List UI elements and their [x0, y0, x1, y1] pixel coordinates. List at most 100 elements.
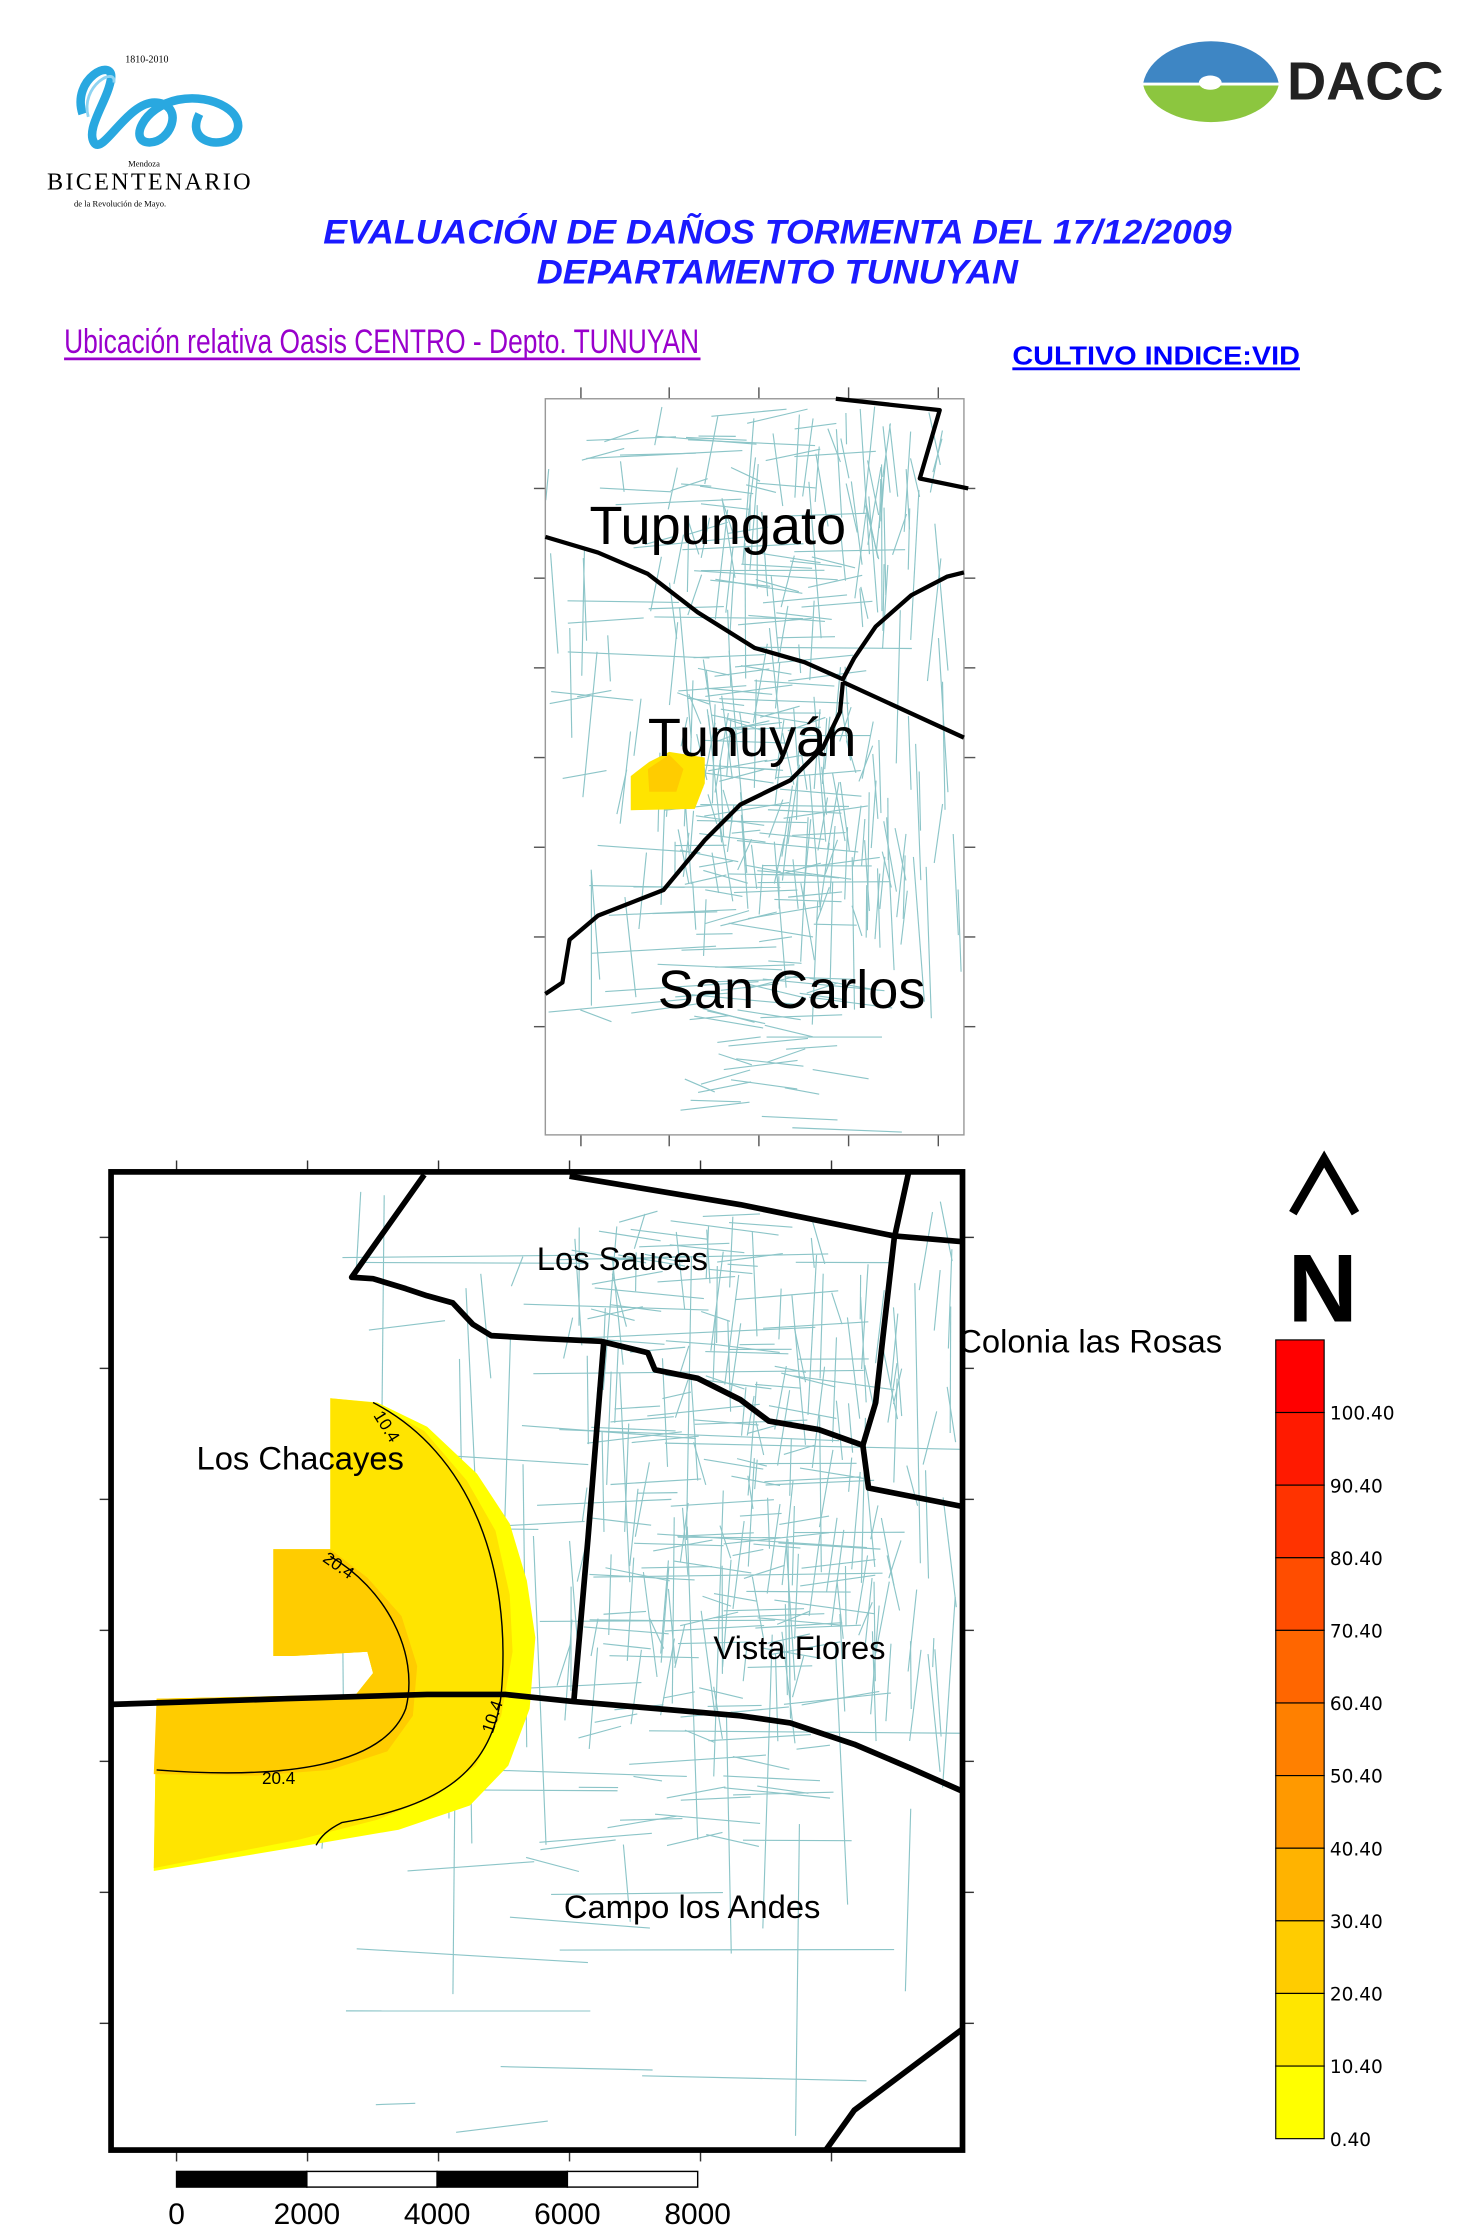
street-line: [821, 718, 828, 784]
street-line: [801, 755, 808, 790]
street-line: [787, 716, 826, 732]
street-line: [633, 1775, 663, 1782]
logo-name: Bicentenario: [47, 168, 251, 195]
street-line: [753, 679, 757, 788]
street-line: [686, 517, 700, 555]
overview-boundary: [835, 396, 969, 491]
street-line: [644, 1253, 683, 1263]
street-line: [480, 1273, 492, 1379]
dacc-name: DACC: [1287, 52, 1443, 112]
street-line: [733, 889, 798, 894]
street-line: [778, 1542, 881, 1550]
street-line: [716, 1265, 718, 1344]
street-line: [909, 1641, 912, 1710]
street-line: [694, 1419, 808, 1425]
street-line: [525, 1856, 580, 1873]
street-line: [746, 550, 821, 564]
street-line: [776, 1610, 810, 1625]
street-line: [690, 1099, 741, 1103]
street-line: [680, 1101, 750, 1111]
street-line: [783, 1444, 815, 1455]
street-line: [696, 933, 733, 935]
street-line: [700, 1610, 716, 1717]
street-line: [666, 1786, 726, 1799]
street-line: [730, 466, 761, 482]
overview-boundary: [842, 680, 965, 740]
street-line: [720, 983, 779, 991]
street-line: [874, 873, 881, 940]
street-line: [699, 860, 733, 868]
street-line: [896, 833, 907, 918]
street-line: [456, 2120, 548, 2133]
street-line: [567, 600, 679, 603]
legend-swatch: [1275, 1484, 1325, 1559]
street-line: [717, 1036, 761, 1044]
street-line: [611, 1255, 687, 1261]
street-line: [601, 1431, 605, 1532]
overview-boundary: [544, 681, 846, 996]
street-line: [739, 712, 745, 743]
street-line: [680, 717, 688, 747]
street-line: [726, 718, 766, 732]
legend-label: 90.40: [1330, 1476, 1383, 1497]
street-line: [702, 899, 707, 956]
street-line: [912, 856, 925, 1002]
street-line: [629, 1488, 639, 1567]
street-line: [813, 709, 821, 789]
street-line: [702, 1213, 761, 1217]
district-boundary: [823, 2026, 965, 2152]
street-line: [711, 408, 787, 417]
street-line: [789, 560, 842, 568]
street-line: [835, 429, 843, 518]
street-line: [717, 1253, 783, 1263]
street-line: [793, 1327, 807, 1383]
street-line: [889, 424, 899, 497]
street-line: [707, 1010, 766, 1025]
street-line: [729, 573, 735, 636]
street-line: [728, 922, 814, 938]
street-line: [587, 1431, 682, 1444]
street-line: [619, 461, 625, 492]
street-line: [732, 1548, 764, 1557]
street-line: [727, 1320, 732, 1412]
street-line: [781, 817, 791, 881]
street-line: [808, 1534, 821, 1616]
street-line: [907, 716, 912, 790]
street-line: [952, 833, 959, 936]
street-line: [872, 753, 879, 819]
street-line: [660, 1560, 669, 1654]
crop-index-link[interactable]: CULTIVO INDICE:VID: [1012, 343, 1300, 371]
street-line: [607, 635, 611, 682]
street-line: [713, 1613, 825, 1619]
street-line: [824, 839, 839, 875]
street-line: [680, 1611, 739, 1627]
street-line: [826, 1517, 838, 1592]
street-line: [762, 1634, 773, 1929]
legend-swatch: [1275, 1702, 1325, 1777]
street-line: [597, 844, 701, 854]
street-line: [761, 1647, 822, 1659]
street-line: [766, 1503, 781, 1594]
street-line: [880, 455, 887, 522]
street-line: [736, 726, 821, 730]
street-line: [587, 1306, 643, 1320]
district-boundary: [110, 1691, 964, 1794]
street-line: [839, 1613, 846, 1712]
street-line: [586, 436, 677, 441]
street-line: [684, 874, 727, 885]
street-line: [765, 448, 821, 462]
street-line: [665, 1340, 714, 1345]
street-line: [800, 817, 809, 962]
damage-zone-20-30: [153, 1549, 418, 1776]
street-line: [638, 852, 648, 930]
street-line: [537, 1498, 672, 1506]
scale-label: 2000: [274, 2198, 341, 2231]
label-campo-los-andes: Campo los Andes: [564, 1888, 821, 1925]
subtitle-link[interactable]: Ubicación relativa Oasis CENTRO - Depto.…: [64, 323, 699, 361]
street-line: [642, 1571, 658, 1678]
street-line: [703, 869, 748, 884]
street-line: [674, 1379, 689, 1418]
street-line: [808, 481, 822, 639]
street-line: [792, 1127, 902, 1133]
street-line: [599, 487, 672, 493]
